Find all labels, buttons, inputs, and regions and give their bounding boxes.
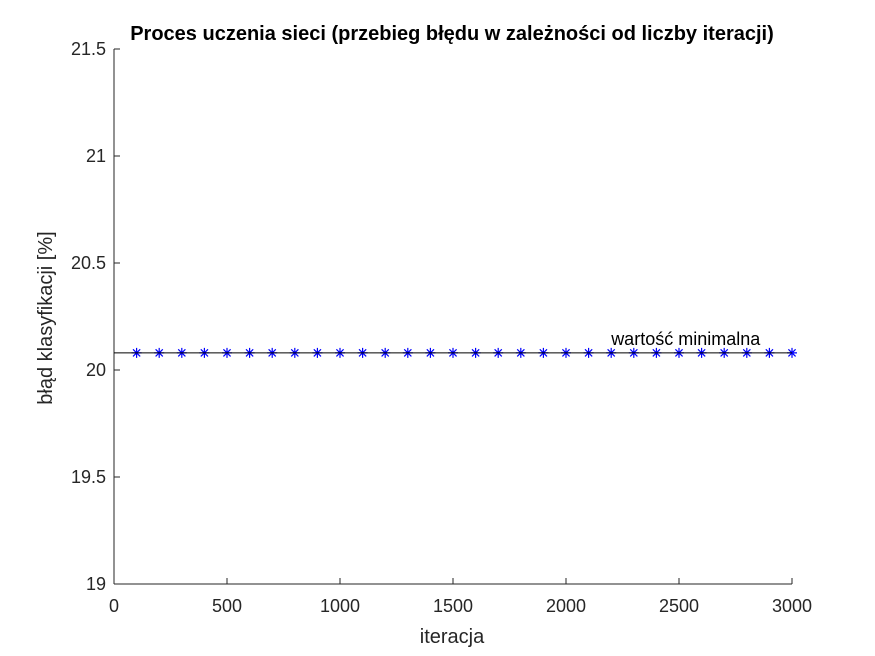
chart-title: Proces uczenia sieci (przebieg błędu w z… <box>130 23 774 45</box>
x-tick-label: 500 <box>212 596 242 616</box>
annotations: wartość minimalna <box>610 329 761 349</box>
plot-area <box>113 49 792 585</box>
y-tick-label: 20.5 <box>71 253 106 273</box>
y-axis-title: błąd klasyfikacji [%] <box>35 231 57 404</box>
x-tick-label: 1500 <box>433 596 473 616</box>
x-ticks: 0 500 1000 1500 2000 2500 3000 <box>109 578 812 616</box>
y-tick-label: 19.5 <box>71 467 106 487</box>
x-tick-label: 2500 <box>659 596 699 616</box>
y-tick-label: 21.5 <box>71 39 106 59</box>
y-tick-label: 19 <box>86 574 106 594</box>
y-tick-label: 21 <box>86 146 106 166</box>
x-tick-label: 0 <box>109 596 119 616</box>
x-axis-title: iteracja <box>420 626 485 648</box>
y-ticks: 19 19.5 20 20.5 21 21.5 <box>71 39 120 594</box>
y-tick-label: 20 <box>86 360 106 380</box>
x-tick-label: 1000 <box>320 596 360 616</box>
x-tick-label: 2000 <box>546 596 586 616</box>
x-tick-label: 3000 <box>772 596 812 616</box>
annotation-label: wartość minimalna <box>610 329 761 349</box>
